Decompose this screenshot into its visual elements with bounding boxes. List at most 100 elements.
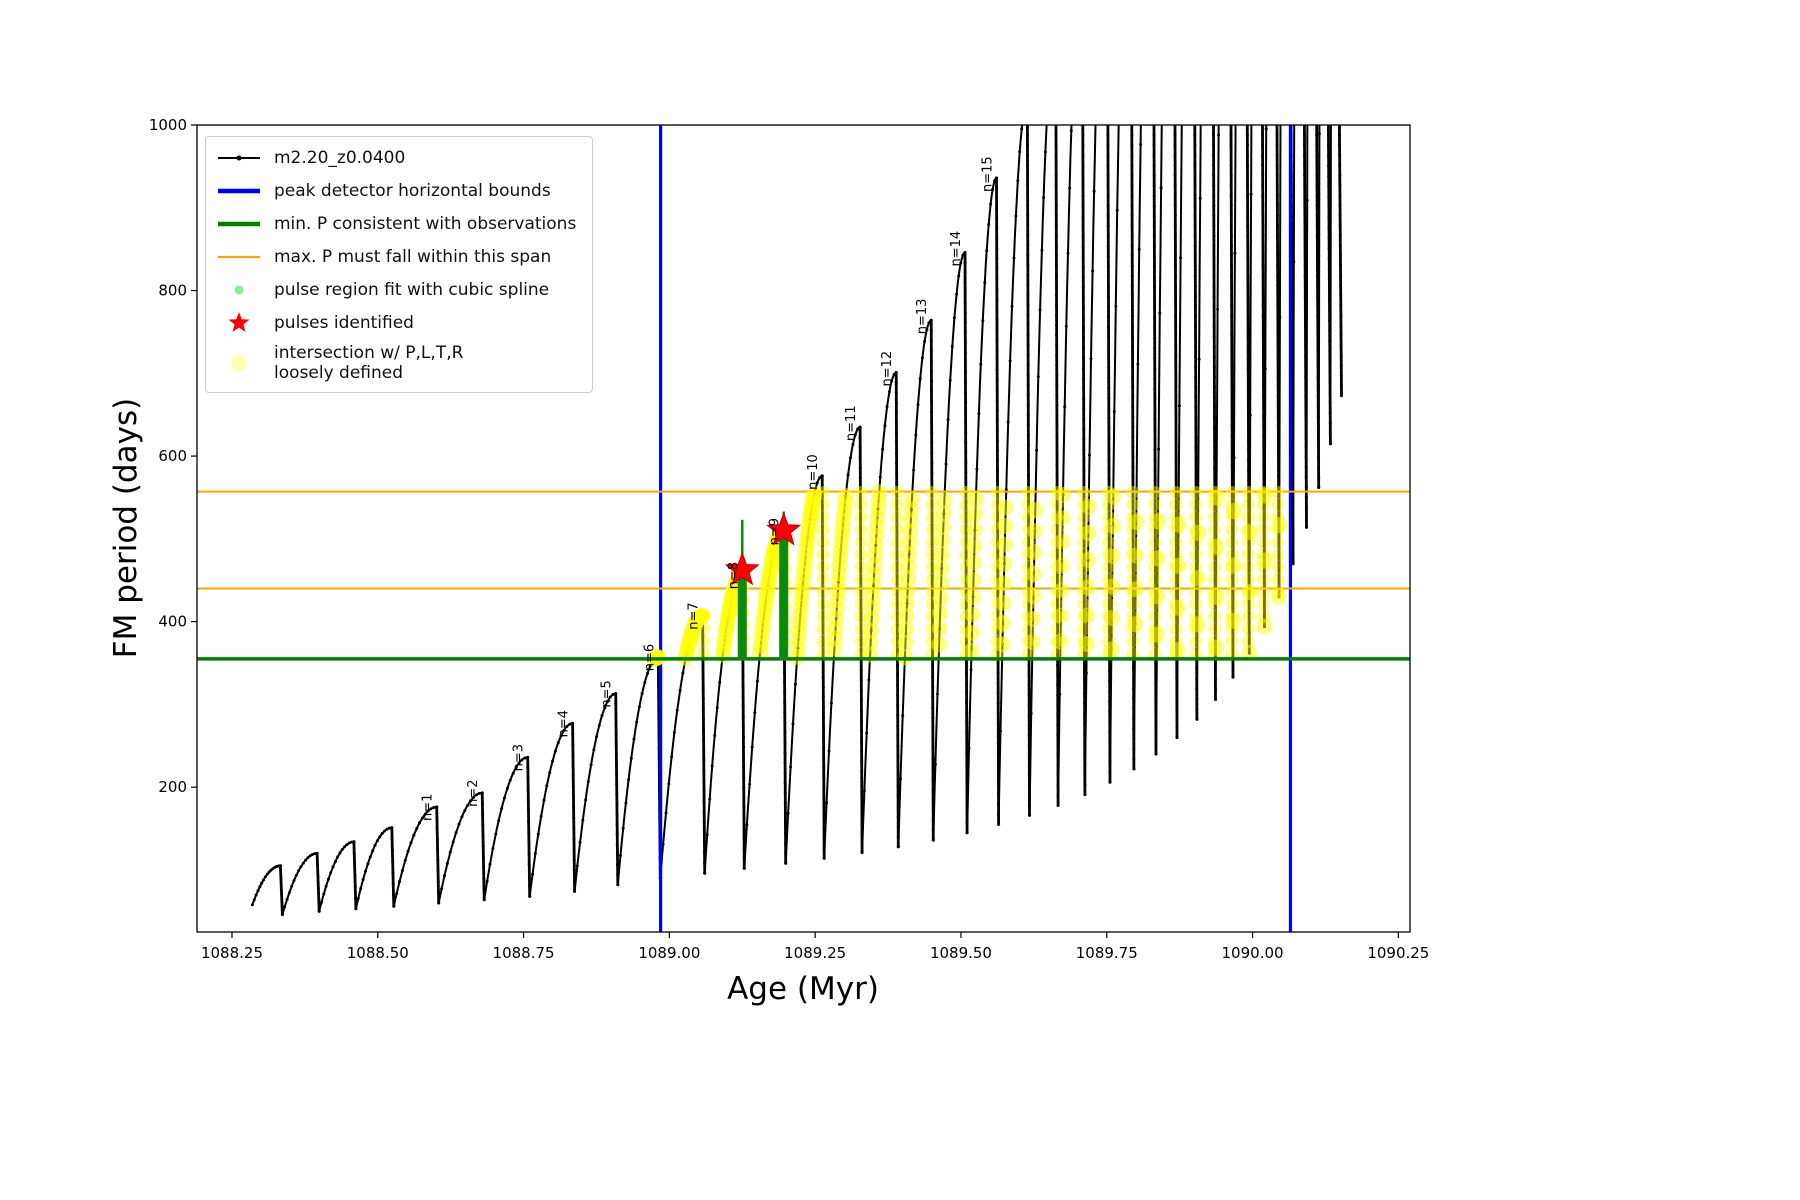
intersection-point xyxy=(1225,585,1239,599)
intersection-point xyxy=(1169,599,1186,616)
series-marker xyxy=(1230,444,1234,448)
series-marker xyxy=(822,776,826,780)
series-marker xyxy=(435,816,439,820)
series-marker xyxy=(432,806,436,809)
intersection-point xyxy=(1126,486,1140,499)
legend-item: max. P must fall within this span xyxy=(216,244,576,270)
series-marker xyxy=(290,884,294,888)
series-marker xyxy=(892,373,896,377)
intersection-point xyxy=(1169,535,1183,549)
series-marker xyxy=(443,874,446,878)
intersection-point xyxy=(964,606,981,623)
series-marker xyxy=(1130,264,1134,268)
series-marker xyxy=(1107,467,1111,471)
intersection-point xyxy=(1052,633,1069,650)
series-marker xyxy=(702,810,706,813)
series-marker xyxy=(1040,248,1044,252)
series-marker xyxy=(316,886,320,890)
series-marker xyxy=(1305,525,1308,529)
intersection-point xyxy=(1104,578,1121,595)
intersection-point xyxy=(890,498,904,512)
series-marker xyxy=(1054,143,1058,147)
series-marker xyxy=(1230,324,1234,328)
intersection-point xyxy=(1077,486,1091,499)
intersection-point xyxy=(890,560,904,574)
series-marker xyxy=(791,722,795,726)
series-marker xyxy=(1082,549,1086,553)
series-marker xyxy=(1174,495,1178,498)
series-marker xyxy=(451,840,455,844)
series-marker xyxy=(1152,255,1156,259)
series-marker xyxy=(1303,193,1307,197)
series-marker xyxy=(1152,214,1156,218)
series-marker xyxy=(390,826,394,830)
series-rise-segment xyxy=(1155,125,1163,755)
series-marker xyxy=(572,826,576,830)
series-marker xyxy=(1276,274,1280,278)
series-marker xyxy=(963,261,967,264)
series-marker xyxy=(1194,405,1198,409)
series-marker xyxy=(448,850,452,854)
intersection-point xyxy=(901,534,918,551)
series-marker xyxy=(466,803,470,807)
series-marker xyxy=(1084,671,1088,675)
intersection-point xyxy=(1241,524,1258,541)
legend-swatch-dot-icon xyxy=(234,285,244,295)
series-marker xyxy=(996,509,1000,513)
series-marker xyxy=(742,755,745,759)
series-marker xyxy=(1043,150,1047,154)
series-marker xyxy=(896,734,900,738)
series-marker xyxy=(859,618,863,622)
series-marker xyxy=(1106,163,1110,167)
intersection-point xyxy=(854,523,868,537)
series-marker xyxy=(353,885,357,888)
series-marker xyxy=(859,628,863,632)
intersection-point xyxy=(925,498,939,512)
series-marker xyxy=(963,311,967,314)
series-marker xyxy=(1115,208,1119,212)
series-marker xyxy=(783,680,787,684)
series-marker xyxy=(995,328,999,331)
series-marker xyxy=(1131,505,1135,509)
series-marker xyxy=(616,863,619,867)
intersection-point xyxy=(1257,585,1270,599)
series-marker xyxy=(1303,143,1306,147)
series-rise-segment xyxy=(1083,125,1097,795)
series-marker xyxy=(1054,153,1058,157)
series-marker xyxy=(1338,163,1342,167)
intersection-point xyxy=(1050,622,1064,636)
series-marker xyxy=(1139,143,1143,146)
series-marker xyxy=(1082,377,1086,381)
series-marker xyxy=(1152,164,1156,168)
series-marker xyxy=(1339,374,1343,378)
series-marker xyxy=(1055,393,1059,397)
series-marker xyxy=(742,836,746,840)
series-marker xyxy=(930,471,934,475)
series-marker xyxy=(860,729,863,733)
series-marker xyxy=(821,565,825,568)
series-marker xyxy=(821,554,825,558)
series-marker xyxy=(457,822,461,826)
series-marker xyxy=(1026,203,1030,207)
series-marker xyxy=(741,664,745,668)
series-marker xyxy=(965,661,968,665)
series-marker xyxy=(1056,803,1060,807)
series-marker xyxy=(1055,293,1058,297)
intersection-point xyxy=(816,510,830,524)
series-marker xyxy=(964,461,968,464)
series-marker xyxy=(1212,345,1216,349)
intersection-point xyxy=(863,611,880,627)
series-rise-segment xyxy=(1263,125,1268,627)
intersection-point xyxy=(1189,486,1203,499)
series-marker xyxy=(1153,407,1157,411)
series-marker xyxy=(1026,413,1030,417)
series-marker xyxy=(1213,466,1217,470)
series-marker xyxy=(514,766,518,769)
series-marker xyxy=(1173,213,1177,217)
intersection-point xyxy=(965,571,982,588)
series-marker xyxy=(1315,194,1319,197)
intersection-point xyxy=(1104,548,1121,564)
series-marker xyxy=(859,567,863,571)
series-marker xyxy=(1038,308,1042,312)
intersection-point xyxy=(997,517,1014,534)
